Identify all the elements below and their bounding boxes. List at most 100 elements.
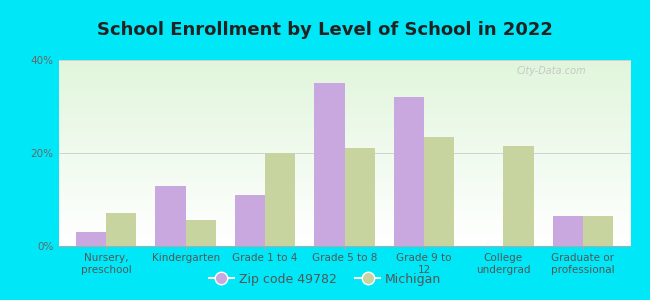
Bar (58, 85, 630, 86)
Bar (58, 218, 630, 219)
Bar (58, 152, 630, 153)
Bar (58, 165, 630, 166)
Bar (58, 238, 630, 239)
Bar (58, 62, 630, 63)
Bar (58, 141, 630, 142)
Bar (58, 132, 630, 133)
Bar (58, 101, 630, 102)
Bar (58, 88, 630, 89)
Bar (58, 224, 630, 225)
Bar (58, 210, 630, 211)
Bar (58, 126, 630, 127)
Bar (58, 170, 630, 171)
Bar (58, 125, 630, 126)
Bar (58, 217, 630, 218)
Bar (58, 237, 630, 238)
Bar (58, 173, 630, 174)
Bar (58, 181, 630, 182)
Bar (58, 108, 630, 109)
Bar (58, 194, 630, 195)
Bar (58, 184, 630, 185)
Bar (58, 82, 630, 83)
Bar (58, 185, 630, 187)
Bar (58, 208, 630, 209)
Bar (58, 163, 630, 164)
Bar (58, 107, 630, 108)
Bar (58, 201, 630, 202)
Bar (58, 159, 630, 160)
Bar (58, 222, 630, 223)
Bar (58, 67, 630, 68)
Bar (58, 97, 630, 98)
Bar (58, 78, 630, 79)
Bar (58, 205, 630, 206)
Bar (58, 190, 630, 191)
Bar (58, 105, 630, 106)
Bar (186, 220, 216, 246)
Bar (58, 115, 630, 116)
Bar (58, 66, 630, 67)
Bar (58, 146, 630, 147)
Bar (58, 243, 630, 244)
Bar (58, 151, 630, 152)
Bar (58, 215, 630, 216)
Bar (58, 202, 630, 203)
Bar (235, 195, 265, 246)
Bar (58, 174, 630, 175)
Bar (58, 197, 630, 198)
Bar (58, 234, 630, 235)
Bar (58, 77, 630, 78)
Bar (58, 87, 630, 88)
Text: City-Data.com: City-Data.com (516, 66, 586, 76)
Bar (58, 235, 630, 236)
Bar (58, 129, 630, 130)
Bar (58, 61, 630, 62)
Bar (58, 160, 630, 161)
Bar (58, 242, 630, 243)
Bar (106, 214, 136, 246)
Bar (58, 226, 630, 227)
Bar (58, 113, 630, 114)
Bar (58, 90, 630, 91)
Bar (58, 245, 630, 246)
Bar (58, 116, 630, 117)
Bar (58, 75, 630, 76)
Bar (58, 188, 630, 189)
Bar (58, 106, 630, 107)
Bar (58, 119, 630, 120)
Bar (344, 148, 374, 246)
Bar (58, 200, 630, 201)
Bar (58, 164, 630, 165)
Bar (58, 147, 630, 148)
Bar (58, 182, 630, 183)
Bar (58, 123, 630, 124)
Bar (58, 150, 630, 151)
Bar (58, 183, 630, 184)
Bar (58, 84, 630, 85)
Bar (58, 199, 630, 200)
Bar (58, 216, 630, 217)
Legend: Zip code 49782, Michigan: Zip code 49782, Michigan (203, 268, 447, 291)
Bar (58, 76, 630, 77)
Bar (58, 140, 630, 141)
Bar (58, 189, 630, 190)
Bar (58, 172, 630, 173)
Bar (58, 221, 630, 222)
Bar (58, 206, 630, 207)
Bar (58, 203, 630, 204)
Bar (552, 216, 583, 246)
Bar (58, 198, 630, 199)
Bar (58, 162, 630, 163)
Bar (58, 117, 630, 118)
Bar (58, 241, 630, 242)
Bar (58, 100, 630, 101)
Bar (58, 143, 630, 144)
Bar (58, 214, 630, 215)
Bar (58, 160, 630, 161)
Bar (58, 196, 630, 197)
Bar (58, 74, 630, 75)
Bar (58, 239, 630, 240)
Bar (58, 102, 630, 103)
Bar (58, 240, 630, 241)
Bar (58, 122, 630, 123)
